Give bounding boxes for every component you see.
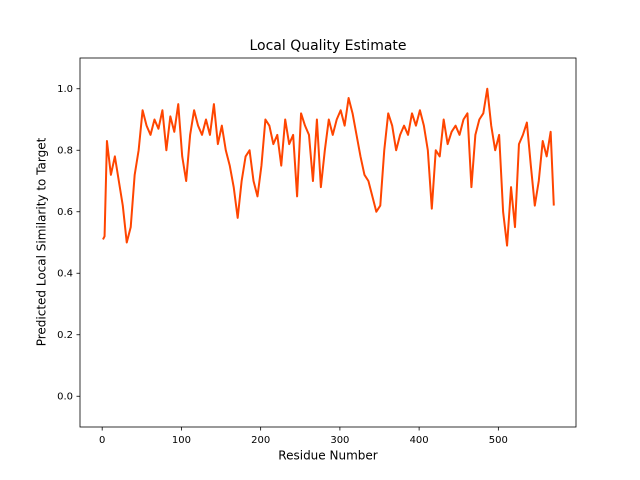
chart-title: Local Quality Estimate (249, 38, 406, 54)
y-tick-label: 0.8 (57, 145, 73, 156)
x-tick-label: 100 (172, 435, 191, 446)
x-tick-label: 300 (330, 435, 349, 446)
y-tick-label: 0.2 (57, 330, 73, 341)
x-axis-label: Residue Number (278, 449, 377, 463)
data-line (102, 87, 555, 247)
y-tick-label: 0.6 (57, 207, 73, 218)
plot-frame (79, 57, 577, 428)
x-tick-label: 0 (99, 435, 105, 446)
y-tick-label: 1.0 (57, 84, 73, 95)
x-tick-label: 200 (251, 435, 270, 446)
x-tick-label: 400 (410, 435, 429, 446)
y-axis-label: Predicted Local Similarity to Target (35, 137, 49, 346)
y-tick-label: 0.0 (57, 391, 73, 402)
y-tick-label: 0.4 (57, 268, 73, 279)
x-tick-label: 500 (489, 435, 508, 446)
